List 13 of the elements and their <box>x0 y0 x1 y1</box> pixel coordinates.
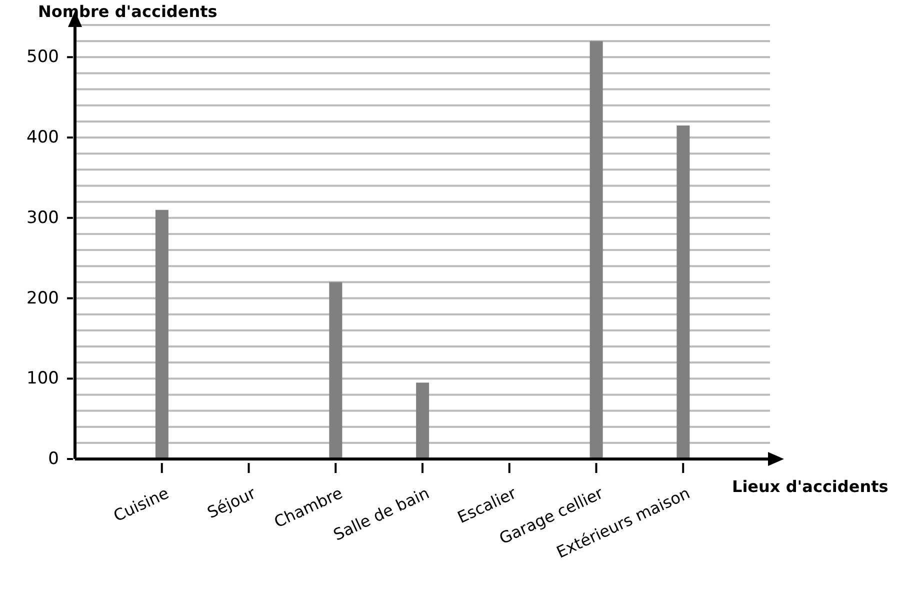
bar <box>590 41 603 459</box>
y-tick-label: 100 <box>26 368 59 389</box>
bar <box>329 282 342 459</box>
y-tick-label: 400 <box>26 128 59 148</box>
y-tick-label: 200 <box>26 288 59 308</box>
bar <box>416 382 430 459</box>
y-tick-label: 300 <box>26 208 59 228</box>
bar <box>676 125 690 459</box>
y-tick-label: 500 <box>26 47 59 68</box>
y-tick-label: 0 <box>48 449 59 469</box>
y-axis-title: Nombre d'accidents <box>38 2 218 21</box>
x-axis-title: Lieux d'accidents <box>732 477 888 496</box>
bar <box>155 210 168 459</box>
